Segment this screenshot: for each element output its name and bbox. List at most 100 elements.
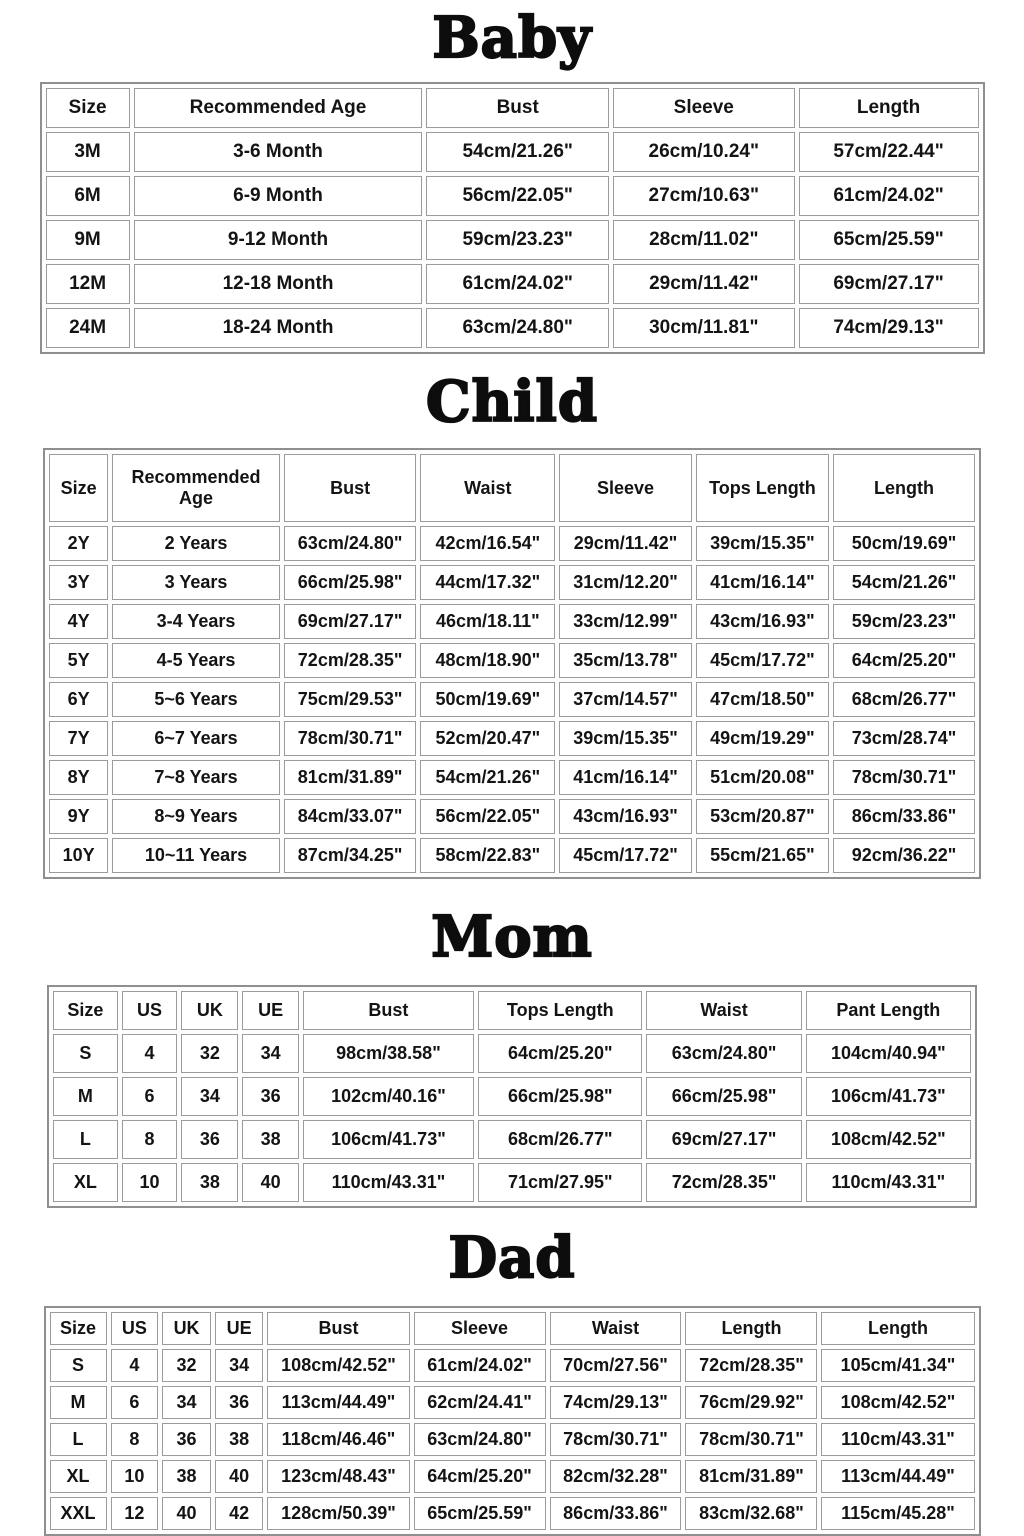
data-cell: 7~8 Years [112, 760, 280, 795]
data-cell: 86cm/33.86" [549, 1497, 682, 1530]
data-cell: 7Y [49, 721, 109, 756]
data-cell: L [53, 1120, 118, 1159]
header-row: Size US UK UE Bust Tops Length Waist Pant Lengt… [53, 991, 971, 1030]
data-cell: 83cm/32.68" [685, 1497, 818, 1530]
data-cell: 38 [181, 1163, 239, 1202]
data-cell: 40 [162, 1497, 211, 1530]
data-cell: 82cm/32.28" [549, 1460, 682, 1493]
data-cell: 69cm/27.17" [646, 1120, 802, 1159]
data-cell: 58cm/22.83" [420, 838, 556, 873]
data-cell: S [53, 1034, 118, 1073]
data-cell: 2 Years [112, 526, 280, 561]
column-header-sleeve: Sleeve [612, 88, 795, 128]
column-header-size: Size [49, 1312, 107, 1345]
data-cell: 26cm/10.24" [612, 132, 795, 172]
data-cell: 9M [45, 220, 130, 260]
column-header-length: Length [685, 1312, 818, 1345]
data-cell: 5Y [49, 643, 109, 678]
column-header-ue: UE [242, 991, 299, 1030]
data-cell: 63cm/24.80" [413, 1423, 546, 1456]
data-cell: XL [53, 1163, 118, 1202]
data-cell: 37cm/14.57" [559, 682, 692, 717]
column-header-bust: Bust [302, 991, 475, 1030]
data-cell: 8 [110, 1423, 159, 1456]
data-cell: 59cm/23.23" [833, 604, 975, 639]
column-header-size: Size [45, 88, 130, 128]
table-row: 3Y 3 Years 66cm/25.98" 44cm/17.32" 31cm/12.2… [49, 565, 975, 600]
data-cell: 6Y [49, 682, 109, 717]
data-cell: 10Y [49, 838, 109, 873]
data-cell: 65cm/25.59" [798, 220, 979, 260]
data-cell: 54cm/21.26" [833, 565, 975, 600]
data-cell: 51cm/20.08" [695, 760, 830, 795]
data-cell: 32 [181, 1034, 239, 1073]
data-cell: 6 [121, 1077, 178, 1116]
data-cell: 63cm/24.80" [646, 1034, 802, 1073]
data-cell: 64cm/25.20" [478, 1034, 643, 1073]
data-cell: 61cm/24.02" [426, 264, 609, 304]
data-cell: 31cm/12.20" [559, 565, 692, 600]
table-row: XXL 12 40 42 128cm/50.39" 65cm/25.59" 86cm/33.… [49, 1497, 975, 1530]
data-cell: 106cm/41.73" [805, 1077, 971, 1116]
data-cell: 41cm/16.14" [559, 760, 692, 795]
table-row: 9Y 8~9 Years 84cm/33.07" 56cm/22.05" 43cm/16… [49, 799, 975, 834]
data-cell: 29cm/11.42" [612, 264, 795, 304]
dad-size-table: Size US UK UE Bust Sleeve Waist Length Length S 4 3… [43, 1306, 981, 1536]
data-cell: 38 [162, 1460, 211, 1493]
data-cell: 75cm/29.53" [283, 682, 417, 717]
data-cell: 44cm/17.32" [420, 565, 556, 600]
data-cell: 78cm/30.71" [685, 1423, 818, 1456]
data-cell: 76cm/29.92" [685, 1386, 818, 1419]
column-header-sleeve: Sleeve [413, 1312, 546, 1345]
column-header-uk: UK [181, 991, 239, 1030]
data-cell: 29cm/11.42" [559, 526, 692, 561]
column-header-sleeve: Sleeve [559, 454, 692, 522]
column-header-recommended-age: Recommended Age [112, 454, 280, 522]
baby-size-table: Size Recommended Age Bust Sleeve Length 3M 3-6… [39, 82, 985, 354]
data-cell: 9-12 Month [133, 220, 423, 260]
data-cell: 34 [181, 1077, 239, 1116]
column-header-us: US [121, 991, 178, 1030]
data-cell: 113cm/44.49" [821, 1460, 975, 1493]
column-header-pant-length: Pant Length [805, 991, 971, 1030]
data-cell: 40 [214, 1460, 264, 1493]
data-cell: 42cm/16.54" [420, 526, 556, 561]
data-cell: 12-18 Month [133, 264, 423, 304]
data-cell: 73cm/28.74" [833, 721, 975, 756]
data-cell: 81cm/31.89" [283, 760, 417, 795]
data-cell: 108cm/42.52" [267, 1349, 410, 1382]
data-cell: 6M [45, 176, 130, 216]
column-header-length: Length [821, 1312, 975, 1345]
data-cell: 36 [181, 1120, 239, 1159]
data-cell: 108cm/42.52" [821, 1386, 975, 1419]
column-header-waist: Waist [646, 991, 802, 1030]
data-cell: 32 [162, 1349, 211, 1382]
table-row: 10Y 10~11 Years 87cm/34.25" 58cm/22.83" 45cm… [49, 838, 975, 873]
data-cell: XXL [49, 1497, 107, 1530]
data-cell: 84cm/33.07" [283, 799, 417, 834]
data-cell: 34 [162, 1386, 211, 1419]
data-cell: 52cm/20.47" [420, 721, 556, 756]
column-header-bust: Bust [283, 454, 417, 522]
data-cell: 102cm/40.16" [302, 1077, 475, 1116]
column-header-waist: Waist [420, 454, 556, 522]
data-cell: 63cm/24.80" [283, 526, 417, 561]
table-row: 8Y 7~8 Years 81cm/31.89" 54cm/21.26" 41cm/16… [49, 760, 975, 795]
header-row: Size US UK UE Bust Sleeve Waist Length Length [49, 1312, 975, 1345]
data-cell: 46cm/18.11" [420, 604, 556, 639]
data-cell: 4-5 Years [112, 643, 280, 678]
column-header-size: Size [49, 454, 109, 522]
data-cell: 57cm/22.44" [798, 132, 979, 172]
data-cell: 104cm/40.94" [805, 1034, 971, 1073]
table-row: M 6 34 36 113cm/44.49" 62cm/24.41" 74cm/29.13"… [49, 1386, 975, 1419]
data-cell: 10~11 Years [112, 838, 280, 873]
data-cell: S [49, 1349, 107, 1382]
data-cell: 63cm/24.80" [426, 308, 609, 348]
data-cell: 3Y [49, 565, 109, 600]
data-cell: 78cm/30.71" [283, 721, 417, 756]
mom-size-table: Size US UK UE Bust Tops Length Waist Pant Lengt… [47, 985, 977, 1208]
data-cell: 54cm/21.26" [426, 132, 609, 172]
column-header-tops-length: Tops Length [478, 991, 643, 1030]
table-row: 24M 18-24 Month 63cm/24.80" 30cm/11.81" 74cm… [45, 308, 979, 348]
data-cell: 3M [45, 132, 130, 172]
